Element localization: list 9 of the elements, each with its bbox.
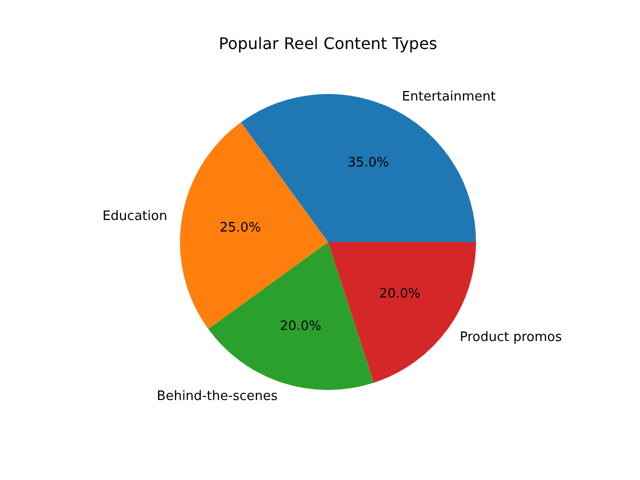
chart-title: Popular Reel Content Types (218, 34, 438, 53)
slice-label: Education (102, 208, 168, 224)
data-label: 20.0% (280, 318, 322, 334)
data-label: 20.0% (379, 286, 420, 302)
data-label: 35.0% (348, 155, 389, 170)
slice-label: Behind-the-scenes (156, 389, 278, 404)
slice-label: Entertainment (402, 89, 496, 104)
data-label: 25.0% (220, 220, 261, 236)
slice-label: Product promos (460, 330, 562, 346)
